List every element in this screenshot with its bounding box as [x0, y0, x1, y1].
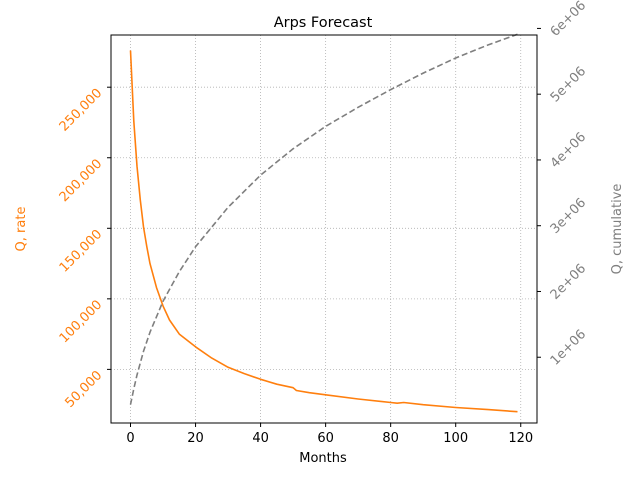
- x-tick-label: 100: [443, 431, 468, 446]
- x-axis-label: Months: [299, 451, 347, 466]
- chart-title: Arps Forecast: [274, 15, 373, 31]
- y-left-tick-label: 100,000: [57, 298, 106, 347]
- y-right-tick-label: 5e+06: [548, 64, 590, 106]
- y-right-tick-label: 2e+06: [548, 261, 590, 303]
- y-right-tick-label: 4e+06: [548, 130, 590, 172]
- x-axis: 0 20 40 60 80 100 120: [126, 423, 533, 446]
- x-tick-label: 0: [126, 431, 134, 446]
- y-axis-right: 1e+06 2e+06 3e+06 4e+06 5e+06 6e+06: [537, 0, 589, 369]
- x-tick-label: 20: [187, 431, 204, 446]
- y-right-tick-label: 1e+06: [548, 327, 590, 369]
- y-right-tick-label: 3e+06: [548, 195, 590, 237]
- x-tick-label: 40: [252, 431, 269, 446]
- y-left-tick-label: 250,000: [57, 86, 106, 135]
- y-axis-left-label: Q, rate: [14, 207, 29, 252]
- series-layer: [129, 33, 518, 413]
- x-tick-label: 60: [317, 431, 334, 446]
- cumulative-line: [129, 33, 518, 405]
- rate-line: [129, 50, 518, 413]
- y-axis-left: 50,000 100,000 150,000 200,000 250,000: [57, 86, 111, 411]
- y-axis-right-label: Q, cumulative: [610, 184, 625, 275]
- x-tick-label: 80: [382, 431, 399, 446]
- x-tick-label: 120: [508, 431, 533, 446]
- y-left-tick-label: 200,000: [57, 156, 106, 205]
- grid: [111, 35, 537, 423]
- y-right-tick-label: 6e+06: [548, 0, 590, 40]
- y-left-tick-label: 50,000: [63, 368, 106, 411]
- plot-frame: [110, 34, 538, 424]
- y-left-tick-label: 150,000: [57, 227, 106, 276]
